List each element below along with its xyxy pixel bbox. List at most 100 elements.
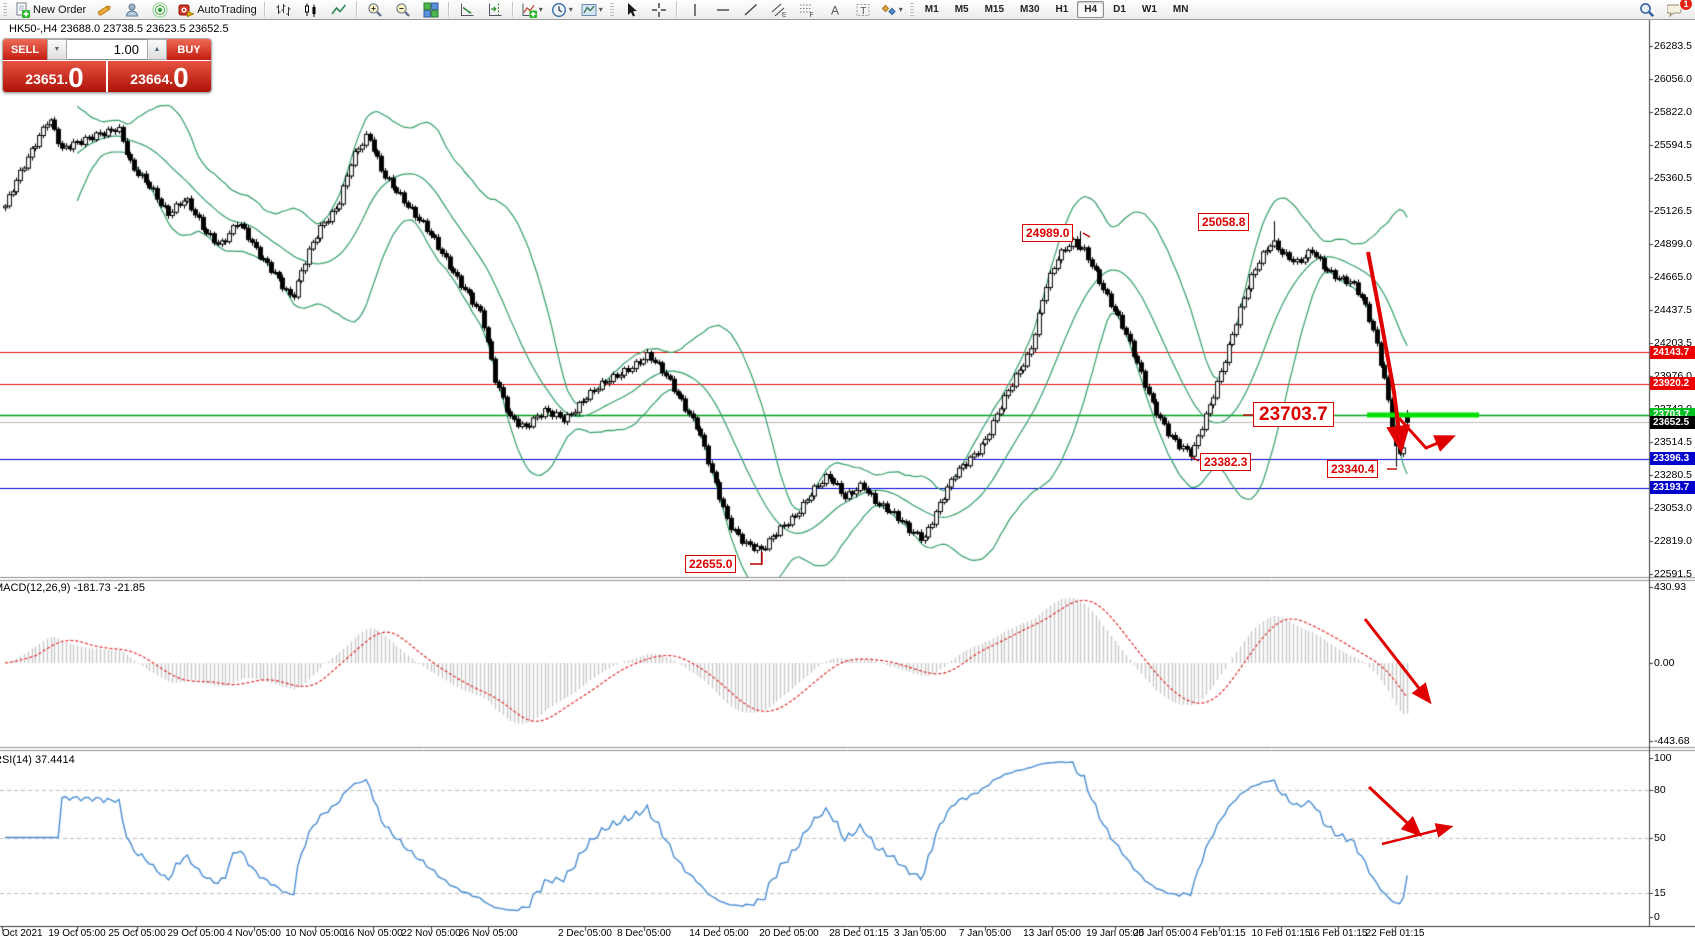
timeframe-m1[interactable]: M1 <box>924 4 939 15</box>
buy-button[interactable]: BUY <box>167 39 211 60</box>
templates-button[interactable]: ▾ <box>578 0 606 19</box>
candlestick-chart-button[interactable] <box>298 0 324 19</box>
new-order-button[interactable]: New Order <box>11 0 89 19</box>
buy-price-button[interactable]: 23664. 0 <box>108 61 211 92</box>
toolbar-separator <box>511 2 514 17</box>
arrows-button[interactable]: ▾ <box>878 0 906 19</box>
styler-button[interactable] <box>91 0 117 19</box>
trendline-button[interactable] <box>738 0 764 19</box>
time-axis-label: 16 Nov 05:00 <box>343 928 403 938</box>
sell-price-frac: 0 <box>68 62 84 93</box>
text-label-button[interactable]: T <box>850 0 876 19</box>
community-button[interactable] <box>119 0 145 19</box>
shapes-icon <box>881 2 897 18</box>
buy-price-int: 23664 <box>130 71 170 87</box>
horizontal-line-button[interactable] <box>710 0 736 19</box>
bars-icon <box>275 2 291 18</box>
price-axis-tick: 25594.5 <box>1654 138 1692 151</box>
price-axis-tick: 22819.0 <box>1654 535 1692 548</box>
text-button[interactable]: A <box>822 0 848 19</box>
macd-axis-tick: -443.68 <box>1654 735 1690 748</box>
time-axis-label: 22 Nov 05:00 <box>401 928 461 938</box>
time-axis-label: 4 Nov 05:00 <box>227 928 281 938</box>
signal-icon <box>152 2 168 18</box>
timeframe-h1[interactable]: H1 <box>1055 4 1069 15</box>
price-axis-tick: 24665.0 <box>1654 271 1692 284</box>
svg-text:T: T <box>860 6 866 17</box>
vline-icon <box>687 2 703 18</box>
rsi-axis-tick: 100 <box>1654 752 1672 764</box>
indicators-icon <box>521 2 537 18</box>
volume-decrease-button[interactable]: ▼ <box>47 39 67 60</box>
periods-button[interactable]: ▾ <box>548 0 576 19</box>
zoom-in-button[interactable] <box>362 0 388 19</box>
price-callout-label[interactable]: 23382.3 <box>1200 453 1252 471</box>
price-callout-label[interactable]: 23340.4 <box>1327 460 1379 478</box>
search-button[interactable] <box>1634 0 1660 19</box>
time-axis-label: 7 Jan 05:00 <box>958 928 1012 938</box>
sell-price-button[interactable]: 23651. 0 <box>3 61 106 92</box>
volume-value[interactable]: 1.00 <box>67 39 147 60</box>
timeframe-m15[interactable]: M15 <box>984 4 1005 15</box>
sell-price-int: 23651 <box>25 71 65 87</box>
price-badge: 23652.5 <box>1650 415 1695 429</box>
equidistant-channel-button[interactable]: E <box>766 0 792 19</box>
price-axis-tick: 25126.5 <box>1654 205 1692 218</box>
svg-text:E: E <box>782 11 787 18</box>
chart-shift-icon <box>487 2 503 18</box>
timeframe-d1[interactable]: D1 <box>1113 4 1126 15</box>
bar-chart-button[interactable] <box>270 0 296 19</box>
line-icon <box>331 2 347 18</box>
chat-button[interactable]: 1 <box>1662 0 1693 19</box>
timeframe-m30[interactable]: M30 <box>1020 4 1040 15</box>
time-axis-label: 28 Dec 01:15 <box>829 928 889 938</box>
time-axis-label: 19 Jan 05:00 <box>1086 928 1144 938</box>
time-axis-label: 10 Feb 01:15 <box>1251 928 1311 938</box>
price-callout-label[interactable]: 22655.0 <box>685 555 737 573</box>
template-icon <box>581 2 597 18</box>
notification-badge: 1 <box>1679 0 1693 11</box>
tile-windows-button[interactable] <box>418 0 444 19</box>
signals-button[interactable] <box>147 0 173 19</box>
one-click-trading-panel: HK50-,H4 23688.0 23738.5 23623.5 23652.5… <box>2 23 229 93</box>
zoom-in-icon <box>367 2 383 18</box>
sell-button[interactable]: SELL <box>3 39 47 60</box>
rsi-axis-tick: 0 <box>1654 911 1660 923</box>
zoom-out-button[interactable] <box>390 0 416 19</box>
time-axis-label: 2 Dec 05:00 <box>558 928 612 938</box>
price-axis-tick: 26056.0 <box>1654 72 1692 85</box>
vertical-line-button[interactable] <box>682 0 708 19</box>
price-axis-tick: 25822.0 <box>1654 106 1692 118</box>
chevron-down-icon: ▾ <box>598 5 603 14</box>
timeframe-mn[interactable]: MN <box>1172 4 1189 15</box>
price-badge: 24143.7 <box>1650 345 1695 359</box>
price-callout-label[interactable]: 23703.7 <box>1253 402 1334 427</box>
rsi-axis-tick: 15 <box>1654 887 1666 900</box>
auto-scroll-button[interactable] <box>454 0 480 19</box>
autotrading-button[interactable]: AutoTrading <box>175 0 260 19</box>
toolbar-grip <box>908 3 914 16</box>
price-badge: 23920.2 <box>1650 377 1695 391</box>
price-callout-label[interactable]: 25058.8 <box>1198 213 1250 231</box>
time-axis-label: 25 Jan 05:00 <box>1133 928 1191 938</box>
cursor-button[interactable] <box>618 0 644 19</box>
volume-increase-button[interactable]: ▲ <box>147 39 167 60</box>
chart-shift-button[interactable] <box>482 0 508 19</box>
line-chart-button[interactable] <box>326 0 352 19</box>
macd-axis-tick: 430.93 <box>1654 580 1687 593</box>
indicators-button[interactable]: ▾ <box>518 0 546 19</box>
rsi-axis-tick: 80 <box>1654 783 1666 796</box>
timeframe-h4[interactable]: H4 <box>1077 1 1105 18</box>
fibonacci-button[interactable]: F <box>794 0 820 19</box>
timeframe-m5[interactable]: M5 <box>954 4 969 15</box>
crosshair-button[interactable] <box>646 0 672 19</box>
timeframe-w1[interactable]: W1 <box>1141 4 1157 15</box>
time-axis-label: 22 Feb 01:15 <box>1365 928 1425 938</box>
price-callout-label[interactable]: 24989.0 <box>1022 224 1074 242</box>
toolbar-grip <box>608 3 614 16</box>
rsi-axis-tick: 50 <box>1654 831 1666 844</box>
rsi-indicator-label: RSI(14) 37.4414 <box>0 754 75 766</box>
crayon-icon <box>96 2 112 18</box>
toolbar-separator <box>263 2 266 17</box>
